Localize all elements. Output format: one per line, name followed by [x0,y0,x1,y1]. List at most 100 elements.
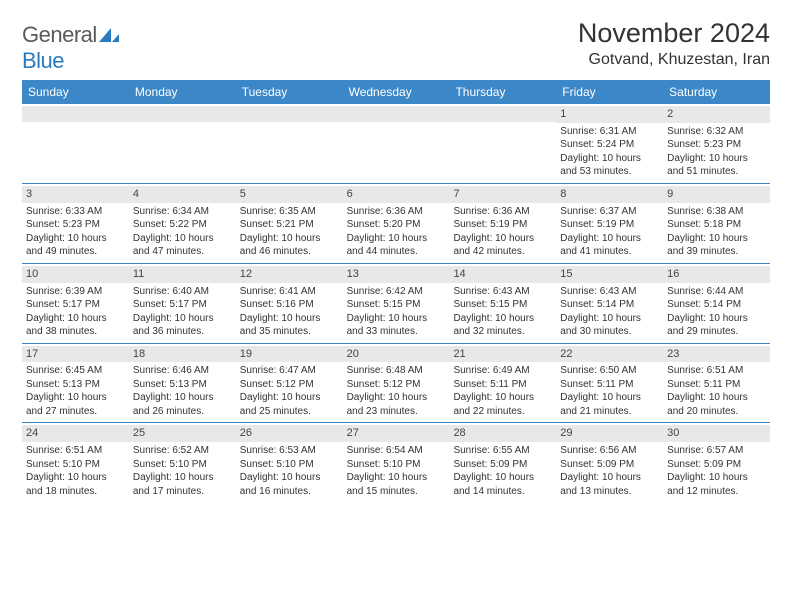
sunset-line: Sunset: 5:12 PM [240,378,339,392]
sunset-line: Sunset: 5:11 PM [560,378,659,392]
sunset-line: Sunset: 5:09 PM [560,458,659,472]
day-cell: 19Sunrise: 6:47 AMSunset: 5:12 PMDayligh… [236,344,343,423]
day-cell [449,104,556,183]
daylight-line: Daylight: 10 hours and 15 minutes. [347,471,446,498]
week-row: 10Sunrise: 6:39 AMSunset: 5:17 PMDayligh… [22,263,770,343]
day-number: 12 [236,266,343,283]
day-header: Wednesday [343,80,450,104]
day-cell: 13Sunrise: 6:42 AMSunset: 5:15 PMDayligh… [343,264,450,343]
sunset-line: Sunset: 5:17 PM [26,298,125,312]
sunrise-line: Sunrise: 6:46 AM [133,364,232,378]
sunrise-line: Sunrise: 6:34 AM [133,205,232,219]
sunset-line: Sunset: 5:09 PM [667,458,766,472]
sunset-line: Sunset: 5:10 PM [240,458,339,472]
location: Gotvand, Khuzestan, Iran [578,51,770,69]
day-number [236,106,343,122]
daylight-line: Daylight: 10 hours and 30 minutes. [560,312,659,339]
sunrise-line: Sunrise: 6:48 AM [347,364,446,378]
sunset-line: Sunset: 5:10 PM [347,458,446,472]
daylight-line: Daylight: 10 hours and 12 minutes. [667,471,766,498]
sunset-line: Sunset: 5:20 PM [347,218,446,232]
sunset-line: Sunset: 5:15 PM [453,298,552,312]
logo: General Blue [22,22,119,74]
day-cell: 29 Sunrise: 6:56 AMSunset: 5:09 PMDayligh… [556,423,663,502]
day-number: 15 [556,266,663,283]
sunrise-line: Sunrise: 6:51 AM [26,444,125,458]
day-cell: 30Sunrise: 6:57 AMSunset: 5:09 PMDayligh… [663,423,770,502]
sunset-line: Sunset: 5:21 PM [240,218,339,232]
day-cell: 3Sunrise: 6:33 AMSunset: 5:23 PMDaylight… [22,184,129,263]
sunset-line: Sunset: 5:24 PM [560,138,659,152]
day-cell [343,104,450,183]
daylight-line: Daylight: 10 hours and 42 minutes. [453,232,552,259]
day-number: 8 [556,186,663,203]
daylight-line: Daylight: 10 hours and 35 minutes. [240,312,339,339]
day-header: Tuesday [236,80,343,104]
daylight-line: Daylight: 10 hours and 39 minutes. [667,232,766,259]
daylight-line: Daylight: 10 hours and 49 minutes. [26,232,125,259]
daylight-line: Daylight: 10 hours and 13 minutes. [560,471,659,498]
day-number: 20 [343,346,450,363]
daylight-line: Daylight: 10 hours and 46 minutes. [240,232,339,259]
day-cell: 4Sunrise: 6:34 AMSunset: 5:22 PMDaylight… [129,184,236,263]
sunset-line: Sunset: 5:23 PM [26,218,125,232]
sunrise-line: Sunrise: 6:56 AM [560,444,659,458]
header: General Blue November 2024 Gotvand, Khuz… [22,18,770,74]
day-cell: 1Sunrise: 6:31 AMSunset: 5:24 PMDaylight… [556,104,663,183]
sunset-line: Sunset: 5:09 PM [453,458,552,472]
day-cell: 9Sunrise: 6:38 AMSunset: 5:18 PMDaylight… [663,184,770,263]
daylight-line: Daylight: 10 hours and 51 minutes. [667,152,766,179]
day-cell: 27Sunrise: 6:54 AMSunset: 5:10 PMDayligh… [343,423,450,502]
day-cell: 20Sunrise: 6:48 AMSunset: 5:12 PMDayligh… [343,344,450,423]
sunrise-line: Sunrise: 6:36 AM [347,205,446,219]
sunrise-line: Sunrise: 6:44 AM [667,285,766,299]
day-cell: 14Sunrise: 6:43 AMSunset: 5:15 PMDayligh… [449,264,556,343]
week-row: 24Sunrise: 6:51 AMSunset: 5:10 PMDayligh… [22,422,770,502]
sunset-line: Sunset: 5:10 PM [26,458,125,472]
daylight-line: Daylight: 10 hours and 18 minutes. [26,471,125,498]
day-cell: 24Sunrise: 6:51 AMSunset: 5:10 PMDayligh… [22,423,129,502]
sunset-line: Sunset: 5:11 PM [453,378,552,392]
sunset-line: Sunset: 5:11 PM [667,378,766,392]
day-number: 17 [22,346,129,363]
day-cell [236,104,343,183]
sunrise-line: Sunrise: 6:33 AM [26,205,125,219]
day-number: 11 [129,266,236,283]
day-number [129,106,236,122]
daylight-line: Daylight: 10 hours and 36 minutes. [133,312,232,339]
day-cell: 10Sunrise: 6:39 AMSunset: 5:17 PMDayligh… [22,264,129,343]
sunset-line: Sunset: 5:13 PM [133,378,232,392]
sunset-line: Sunset: 5:15 PM [347,298,446,312]
day-number: 9 [663,186,770,203]
sunset-line: Sunset: 5:17 PM [133,298,232,312]
day-cell: 26Sunrise: 6:53 AMSunset: 5:10 PMDayligh… [236,423,343,502]
day-header: Sunday [22,80,129,104]
daylight-line: Daylight: 10 hours and 38 minutes. [26,312,125,339]
day-header-row: SundayMondayTuesdayWednesdayThursdayFrid… [22,80,770,104]
day-cell: 11Sunrise: 6:40 AMSunset: 5:17 PMDayligh… [129,264,236,343]
sunset-line: Sunset: 5:22 PM [133,218,232,232]
sunrise-line: Sunrise: 6:38 AM [667,205,766,219]
daylight-line: Daylight: 10 hours and 16 minutes. [240,471,339,498]
sunrise-line: Sunrise: 6:45 AM [26,364,125,378]
sunrise-line: Sunrise: 6:32 AM [667,125,766,139]
sunrise-line: Sunrise: 6:50 AM [560,364,659,378]
sunset-line: Sunset: 5:14 PM [667,298,766,312]
day-cell: 8Sunrise: 6:37 AMSunset: 5:19 PMDaylight… [556,184,663,263]
day-number: 2 [663,106,770,123]
day-number: 23 [663,346,770,363]
sunset-line: Sunset: 5:13 PM [26,378,125,392]
day-number: 7 [449,186,556,203]
day-number [449,106,556,122]
sunset-line: Sunset: 5:10 PM [133,458,232,472]
day-cell: 18Sunrise: 6:46 AMSunset: 5:13 PMDayligh… [129,344,236,423]
day-cell: 12Sunrise: 6:41 AMSunset: 5:16 PMDayligh… [236,264,343,343]
day-header: Saturday [663,80,770,104]
day-number: 28 [449,425,556,442]
day-number: 29 [556,425,663,442]
day-cell: 16Sunrise: 6:44 AMSunset: 5:14 PMDayligh… [663,264,770,343]
sunrise-line: Sunrise: 6:55 AM [453,444,552,458]
logo-text-a: General [22,22,97,47]
day-header: Monday [129,80,236,104]
day-number: 16 [663,266,770,283]
